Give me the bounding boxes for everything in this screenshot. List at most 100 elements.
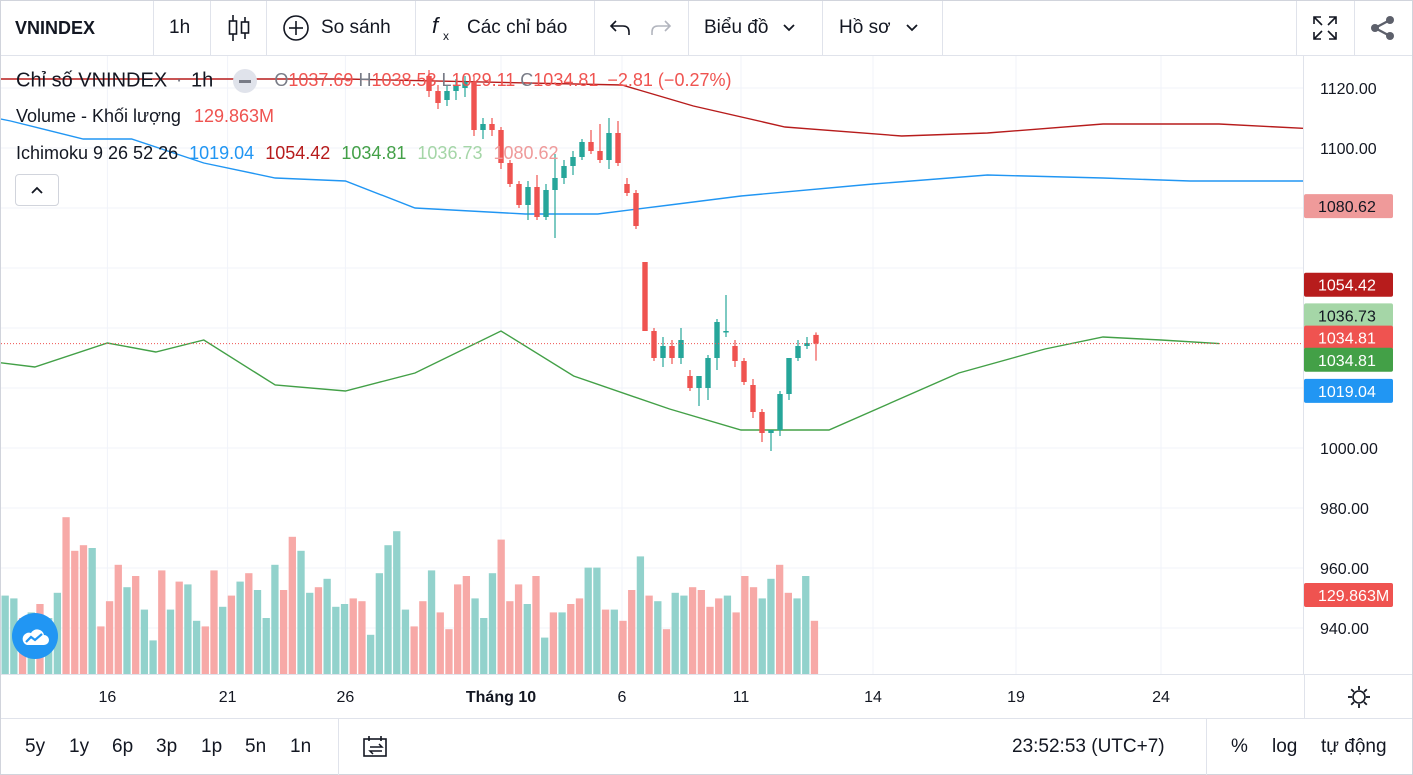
gear-icon (1348, 686, 1370, 708)
volume-bar (192, 620, 201, 674)
volume-bar (175, 581, 183, 674)
undo-button[interactable] (608, 1, 632, 55)
volume-bar (262, 618, 270, 674)
candle-body (768, 430, 774, 433)
volume-bar (741, 576, 749, 674)
fullscreen-button[interactable] (1312, 1, 1338, 55)
chart-style-button[interactable] (227, 1, 251, 55)
indicators-button[interactable]: f x Các chỉ báo (431, 1, 567, 55)
volume-bars (1, 517, 819, 674)
range-1n[interactable]: 1n (290, 719, 311, 775)
price-axis-labels: 1120.00 1100.00 1000.00 980.00 960.00 940.00 1… (1304, 81, 1393, 638)
range-label: 1p (201, 736, 223, 757)
settings-button[interactable] (1304, 675, 1413, 719)
profile-menu[interactable]: Hồ sơ (839, 1, 919, 55)
plus-circle-icon (283, 15, 309, 41)
price-axis[interactable]: 1120.00 1100.00 1000.00 980.00 960.00 940.00 1… (1303, 56, 1413, 674)
volume-bar (619, 620, 627, 674)
chevron-down-icon (905, 24, 918, 32)
volume-bar (184, 584, 192, 674)
volume-bar (219, 606, 227, 674)
volume-bar (810, 620, 819, 674)
volume-bar (784, 592, 792, 674)
volume-bar (567, 604, 575, 674)
auto-scale-toggle[interactable]: tự động (1321, 719, 1387, 775)
volume-bar (427, 570, 436, 674)
volume-bar (253, 590, 262, 674)
toggle-legend-button[interactable] (15, 174, 59, 206)
volume-bar (593, 567, 601, 674)
share-button[interactable] (1370, 1, 1396, 55)
redo-button[interactable] (649, 1, 673, 55)
collapse-legend-button[interactable] (232, 69, 257, 93)
volume-bar (297, 550, 305, 674)
volume-bar (236, 581, 244, 674)
volume-bar (558, 612, 566, 674)
candle-body (543, 190, 549, 217)
volume-bar (671, 592, 679, 674)
ichimoku-tenkan-line (0, 118, 1413, 215)
candle-body (453, 85, 459, 91)
chart-pane[interactable]: Chỉ số VNINDEX · 1h O1037.69 H1038.53 L1… (0, 24, 1413, 674)
volume-bar (436, 612, 444, 674)
volume-bar (688, 587, 697, 674)
volume-bar (140, 609, 149, 674)
candle-body (426, 76, 432, 91)
volume-bar (358, 601, 366, 674)
symbol-search-button[interactable]: VNINDEX (15, 1, 95, 55)
ichimoku-chikou-line (0, 330, 1220, 431)
undo-icon (609, 20, 630, 35)
candle-body (471, 82, 477, 130)
time-axis[interactable]: 16 21 26 Tháng 10 6 11 14 19 24 (1, 674, 1412, 719)
price-tag-close (1304, 325, 1393, 350)
volume-bar (454, 584, 462, 674)
candle-body (615, 133, 621, 163)
range-1p[interactable]: 1p (201, 719, 222, 775)
percent-toggle[interactable]: % (1231, 719, 1248, 775)
price-tick-label: 1100.00 (1320, 141, 1377, 158)
tradingview-logo-button[interactable] (12, 613, 58, 659)
chevron-down-icon (783, 24, 796, 32)
legend-change: −2.81 (−0.27%) (607, 70, 732, 91)
range-5y[interactable]: 5y (25, 719, 45, 775)
range-3p[interactable]: 3p (156, 719, 177, 775)
range-label: 3p (156, 736, 178, 757)
legend-h-label: H (358, 70, 372, 91)
price-tag-label: 1034.81 (1318, 353, 1376, 370)
candle-body (561, 166, 567, 178)
candle-body (597, 151, 603, 160)
volume-bar (323, 578, 331, 674)
volume-bar (793, 598, 801, 674)
toolbar-divider (942, 1, 943, 55)
candle-body (678, 340, 684, 358)
range-6p[interactable]: 6p (112, 719, 133, 775)
range-5n[interactable]: 5n (245, 719, 266, 775)
volume-bar (514, 584, 523, 674)
range-label: 1n (290, 736, 312, 757)
log-toggle[interactable]: log (1272, 719, 1297, 775)
volume-bar (132, 576, 140, 674)
price-tag-label: 129.863M (1318, 588, 1389, 605)
range-1y[interactable]: 1y (69, 719, 89, 775)
legend-main: Chỉ số VNINDEX · 1h O1037.69 H1038.53 L1… (16, 69, 732, 93)
price-chart[interactable] (0, 24, 1413, 674)
goto-date-button[interactable] (362, 719, 390, 775)
volume-bar (114, 564, 122, 674)
volume-bar (706, 606, 714, 674)
candle-body (579, 142, 585, 157)
toolbar-divider (266, 1, 267, 55)
legend-o-label: O (274, 70, 289, 91)
ichimoku-kijun-line (0, 78, 1413, 137)
volume-bar (488, 573, 497, 674)
volume-bar (410, 626, 418, 674)
function-fx-icon: f x (432, 13, 449, 43)
toolbar-divider (210, 1, 211, 55)
toolbar-divider (688, 1, 689, 55)
legend-ichimoku: Ichimoku 9 26 52 26 1019.04 1054.42 1034… (16, 143, 559, 164)
share-icon (1371, 16, 1394, 40)
compare-button[interactable]: So sánh (282, 1, 391, 55)
chart-type-menu[interactable]: Biểu đồ (704, 1, 796, 55)
clock[interactable]: 23:52:53 (UTC+7) (1012, 719, 1165, 775)
interval-button[interactable]: 1h (169, 1, 190, 55)
profile-label: Hồ sơ (839, 17, 891, 38)
